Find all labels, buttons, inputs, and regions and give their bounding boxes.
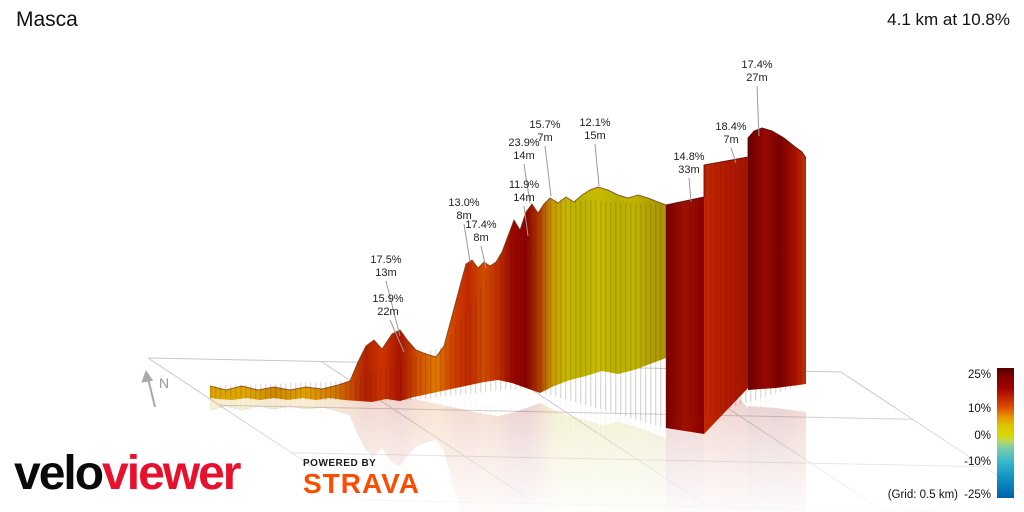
annotation-height: 27m (746, 72, 768, 84)
annotation-gradient: 15.9% (372, 293, 404, 305)
legend-tick: -25% (964, 489, 991, 501)
annotation-gradient: 14.8% (673, 151, 705, 163)
annotation-gradient: 15.7% (529, 119, 561, 131)
gradient-annotation: 17.5% 13m (370, 254, 401, 280)
gradient-annotation: 11.9% 14m (509, 179, 539, 205)
legend-tick: -10% (964, 456, 991, 468)
gradient-annotation: 18.4% 7m (715, 121, 746, 147)
gradient-annotation: 15.7% 7m (529, 119, 560, 145)
annotation-height: 13m (375, 267, 397, 279)
legend-tick: 10% (967, 403, 991, 415)
gradient-color-scale (997, 368, 1014, 498)
gradient-annotation: 15.9% 22m (372, 293, 403, 319)
annotation-height: 14m (513, 192, 535, 204)
elevation-ribbon[interactable] (209, 127, 807, 435)
annotation-gradient: 17.4% (741, 59, 773, 71)
powered-by-label: POWERED BY (303, 458, 377, 469)
logo-viewer: viewer (102, 447, 241, 500)
logo-velo: velo (14, 447, 104, 500)
annotation-height: 33m (678, 164, 700, 176)
gradient-annotation: 17.4% 27m (741, 59, 772, 85)
gradient-annotation: 17.4% 8m (465, 219, 496, 245)
annotation-height: 8m (473, 232, 489, 244)
annotation-height: 7m (537, 132, 553, 144)
strava-logo: STRAVA (303, 468, 420, 499)
gradient-annotation: 23.9% 14m (508, 137, 539, 163)
annotation-height: 22m (377, 306, 399, 318)
gradient-annotation: 14.8% 33m (673, 151, 704, 177)
annotation-gradient: 13.0% (448, 197, 480, 209)
annotation-height: 15m (584, 130, 606, 142)
annotation-gradient: 23.9% (508, 137, 540, 149)
climb-summary: 4.1 km at 10.8% (887, 10, 1010, 29)
annotation-height: 14m (513, 150, 535, 162)
annotation-gradient: 18.4% (715, 121, 747, 133)
annotation-gradient: 17.4% (465, 219, 497, 231)
page-title: Masca (16, 8, 78, 31)
annotation-height: 7m (723, 134, 739, 146)
annotation-gradient: 12.1% (579, 117, 611, 129)
annotation-gradient: 11.9% (508, 179, 540, 191)
legend-tick: 25% (967, 369, 991, 381)
annotation-gradient: 17.5% (370, 254, 402, 266)
gradient-annotation: 12.1% 15m (579, 117, 610, 143)
annotation-callouts (385, 85, 760, 353)
powered-by-strava[interactable]: POWERED BY STRAVA (303, 458, 420, 499)
veloviewer-logo[interactable]: veloviewer (14, 447, 241, 500)
legend-tick: 0% (974, 430, 991, 442)
reflection-fade (0, 398, 1024, 512)
annotation-height: 8m (456, 210, 472, 222)
compass-label: N (159, 375, 169, 391)
gradient-annotation: 13.0% 8m (448, 197, 479, 223)
grid-spacing-note: (Grid: 0.5 km) (887, 489, 958, 501)
north-compass: N (141, 370, 169, 408)
